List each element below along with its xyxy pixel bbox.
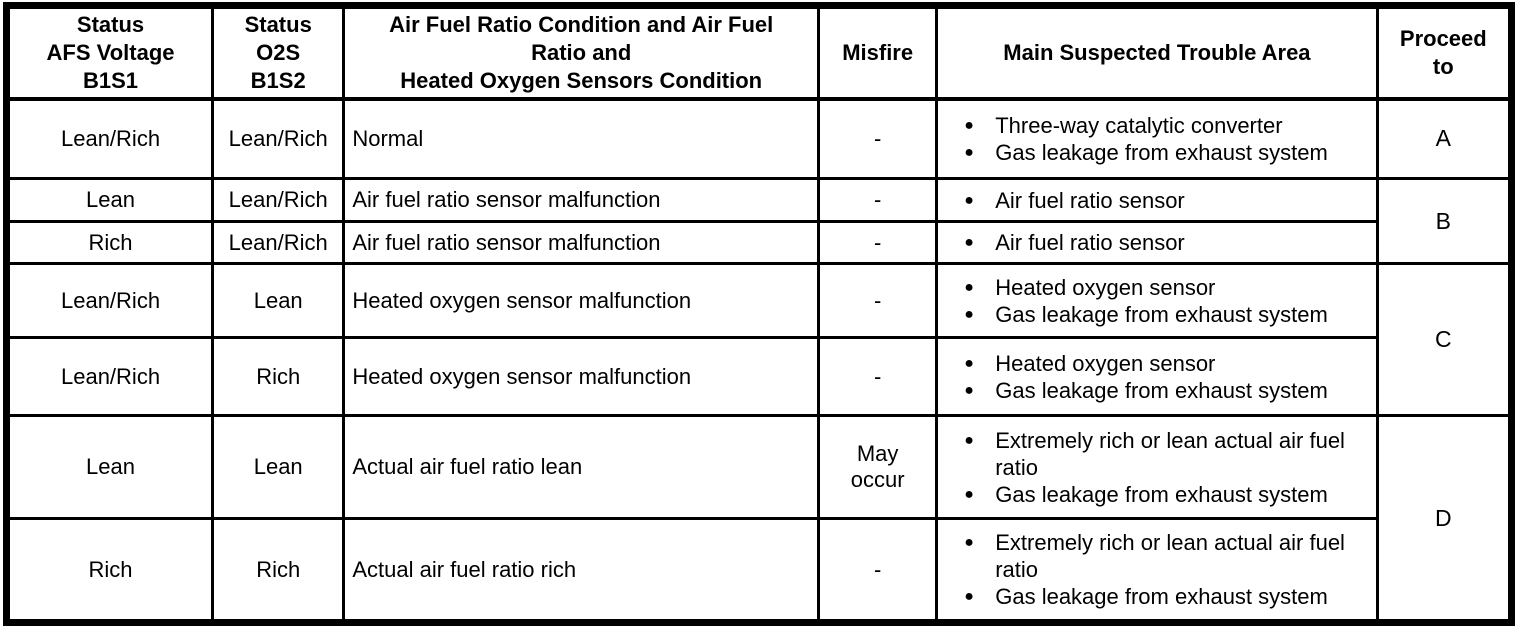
- cell-afs-status: Rich: [4, 517, 215, 624]
- cell-misfire: -: [817, 97, 939, 180]
- table-row: Rich Rich Actual air fuel ratio rich - ●…: [4, 517, 1512, 624]
- cell-trouble-area: ● Heated oxygen sensor ● Gas leakage fro…: [935, 336, 1379, 417]
- cell-trouble-area: ● Air fuel ratio sensor: [935, 177, 1379, 223]
- trouble-text: Air fuel ratio sensor: [995, 230, 1185, 255]
- trouble-text: Gas leakage from exhaust system: [995, 377, 1328, 403]
- table-row: Lean/Rich Rich Heated oxygen sensor malf…: [4, 336, 1512, 417]
- cell-trouble-area: ● Air fuel ratio sensor: [935, 220, 1379, 265]
- trouble-item: ● Gas leakage from exhaust system: [964, 583, 1373, 610]
- diagnostic-table: Status AFS Voltage B1S1 Status O2S B1S2 …: [3, 2, 1515, 626]
- bullet-icon: ●: [964, 116, 974, 134]
- cell-o2s-status: Lean: [211, 414, 346, 520]
- bullet-icon: ●: [964, 143, 974, 161]
- trouble-item: ● Three-way catalytic converter: [964, 112, 1373, 139]
- bullet-icon: ●: [964, 534, 974, 551]
- cell-condition: Actual air fuel ratio rich: [342, 517, 821, 624]
- trouble-text: Air fuel ratio sensor: [995, 187, 1185, 213]
- trouble-text: Gas leakage from exhaust system: [995, 481, 1328, 507]
- cell-condition: Air fuel ratio sensor malfunction: [342, 177, 821, 223]
- cell-condition: Air fuel ratio sensor malfunction: [342, 220, 821, 265]
- cell-o2s-status: Lean/Rich: [211, 177, 346, 223]
- trouble-item: ● Gas leakage from exhaust system: [964, 139, 1373, 166]
- cell-o2s-status: Lean/Rich: [211, 220, 346, 265]
- table-row: Lean Lean Actual air fuel ratio lean May…: [4, 414, 1514, 624]
- header-trouble-area: Main Suspected Trouble Area: [935, 4, 1379, 101]
- cell-condition: Normal: [342, 97, 821, 180]
- cell-trouble-area: ● Heated oxygen sensor ● Gas leakage fro…: [935, 262, 1379, 339]
- bullet-icon: ●: [964, 381, 974, 399]
- bullet-icon: ●: [964, 431, 974, 449]
- cell-o2s-status: Lean: [211, 262, 346, 339]
- cell-o2s-status: Rich: [211, 336, 346, 417]
- cell-proceed-to: A: [1375, 97, 1514, 180]
- header-row: Status AFS Voltage B1S1 Status O2S B1S2 …: [4, 4, 1514, 101]
- cell-o2s-status: Lean/Rich: [211, 97, 346, 180]
- bullet-icon: ●: [964, 354, 974, 372]
- cell-trouble-area: ● Extremely rich or lean actual air fuel…: [935, 414, 1379, 520]
- header-misfire: Misfire: [817, 4, 939, 101]
- cell-trouble-area: ● Extremely rich or lean actual air fuel…: [935, 517, 1379, 624]
- trouble-item: ● Air fuel ratio sensor: [964, 187, 1373, 214]
- bullet-icon: ●: [964, 305, 974, 323]
- bullet-icon: ●: [964, 485, 974, 503]
- trouble-text: Gas leakage from exhaust system: [995, 301, 1328, 327]
- header-afs-status: Status AFS Voltage B1S1: [4, 4, 215, 101]
- trouble-item: ● Heated oxygen sensor: [964, 274, 1373, 301]
- trouble-text: Heated oxygen sensor: [995, 274, 1216, 300]
- cell-afs-status: Rich: [4, 220, 215, 265]
- trouble-text: Heated oxygen sensor: [995, 350, 1216, 376]
- table-row: Lean Lean/Rich Air fuel ratio sensor mal…: [4, 177, 1514, 265]
- table-row: Lean/Rich Lean/Rich Normal - ● Three-way…: [4, 97, 1514, 180]
- bullet-icon: ●: [964, 278, 974, 296]
- trouble-item: ● Heated oxygen sensor: [964, 350, 1373, 377]
- cell-condition: Actual air fuel ratio lean: [342, 414, 821, 520]
- cell-proceed-to: D: [1375, 414, 1514, 624]
- cell-afs-status: Lean/Rich: [4, 97, 215, 180]
- trouble-text: Extremely rich or lean actual air fuel r…: [995, 530, 1345, 582]
- trouble-item: ● Gas leakage from exhaust system: [964, 481, 1373, 508]
- header-condition: Air Fuel Ratio Condition and Air Fuel Ra…: [342, 4, 821, 101]
- cell-condition: Heated oxygen sensor malfunction: [342, 336, 821, 417]
- bullet-icon: ●: [964, 191, 974, 209]
- cell-afs-status: Lean: [4, 414, 215, 520]
- cell-afs-status: Lean: [4, 177, 215, 223]
- cell-misfire: -: [817, 177, 939, 223]
- trouble-item: ● Air fuel ratio sensor: [964, 229, 1373, 256]
- cell-afs-status: Lean/Rich: [4, 336, 215, 417]
- trouble-text: Extremely rich or lean actual air fuel r…: [995, 427, 1345, 480]
- trouble-item: ● Gas leakage from exhaust system: [964, 377, 1373, 404]
- cell-misfire: -: [817, 517, 939, 624]
- cell-proceed-to: B: [1375, 177, 1514, 265]
- cell-afs-status: Lean/Rich: [4, 262, 215, 339]
- cell-condition: Heated oxygen sensor malfunction: [342, 262, 821, 339]
- trouble-item: ● Extremely rich or lean actual air fuel…: [964, 427, 1373, 481]
- cell-proceed-to: C: [1375, 262, 1514, 417]
- bullet-icon: ●: [964, 588, 974, 605]
- trouble-text: Gas leakage from exhaust system: [995, 584, 1328, 609]
- cell-misfire: -: [817, 336, 939, 417]
- cell-misfire: -: [817, 220, 939, 265]
- trouble-text: Gas leakage from exhaust system: [995, 139, 1328, 165]
- cell-o2s-status: Rich: [211, 517, 346, 624]
- cell-misfire: -: [817, 262, 939, 339]
- cell-trouble-area: ● Three-way catalytic converter ● Gas le…: [935, 97, 1379, 180]
- trouble-text: Three-way catalytic converter: [995, 112, 1283, 138]
- header-o2s-status: Status O2S B1S2: [211, 4, 346, 101]
- table-row: Rich Lean/Rich Air fuel ratio sensor mal…: [4, 220, 1512, 265]
- trouble-item: ● Extremely rich or lean actual air fuel…: [964, 529, 1373, 583]
- table-row: Lean/Rich Lean Heated oxygen sensor malf…: [4, 262, 1514, 417]
- trouble-item: ● Gas leakage from exhaust system: [964, 301, 1373, 328]
- bullet-icon: ●: [964, 234, 974, 251]
- header-proceed-to: Proceed to: [1375, 4, 1514, 101]
- cell-misfire: May occur: [817, 414, 939, 520]
